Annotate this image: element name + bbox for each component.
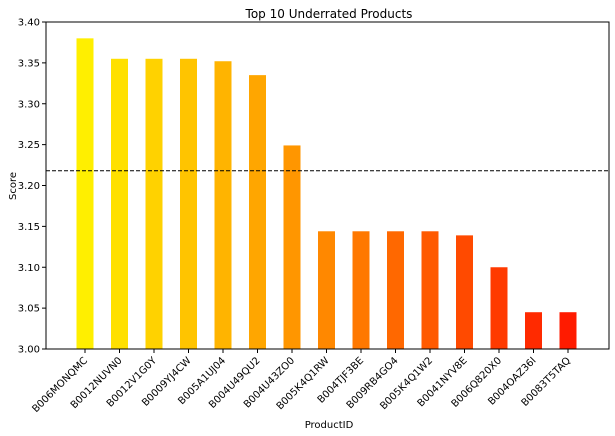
y-axis: 3.00 3.05 3.10 3.15 3.20 3.25 3.30 3.35 3.40 <box>18 18 46 356</box>
bar-B005K4Q1W2 <box>421 231 439 349</box>
y-tick-label: 3.35 <box>18 58 40 69</box>
bar-B004OAZ36I <box>525 312 542 349</box>
bar-B0012V1G0Y <box>145 58 163 349</box>
y-tick-label: 3.15 <box>18 222 40 233</box>
bar-B0041NYV8E <box>456 235 473 349</box>
y-tick-label: 3.40 <box>18 18 40 29</box>
bar-B005A1UJ04 <box>214 61 232 350</box>
y-tick-label: 3.30 <box>18 99 40 110</box>
bar-B0009YJ4CW <box>180 58 197 349</box>
bar-B006Q820X0 <box>490 267 508 349</box>
y-axis-label: Score <box>8 172 19 200</box>
bars-group <box>76 38 577 350</box>
y-tick-label: 3.20 <box>18 181 40 192</box>
bar-B004U49QU2 <box>249 75 266 349</box>
y-tick-label: 3.00 <box>18 345 40 356</box>
bar-B004U43ZO0 <box>283 145 301 349</box>
bar-B004TJF3BE <box>352 231 370 349</box>
bar-B005K4Q1RW <box>318 231 335 349</box>
x-axis: B006MONQMCB0012NUVN0B0012V1G0YB0009YJ4CW… <box>30 349 573 415</box>
bar-B0083T5TAQ <box>559 312 577 349</box>
bar-B006MONQMC <box>76 38 94 349</box>
y-tick-label: 3.25 <box>18 140 40 151</box>
bar-B009RB4GO4 <box>387 231 404 349</box>
bar-B0012NUVN0 <box>111 58 128 349</box>
chart-title: Top 10 Underrated Products <box>245 7 413 21</box>
x-axis-label: ProductID <box>305 420 354 431</box>
y-tick-label: 3.10 <box>18 263 40 274</box>
y-tick-label: 3.05 <box>18 304 40 315</box>
